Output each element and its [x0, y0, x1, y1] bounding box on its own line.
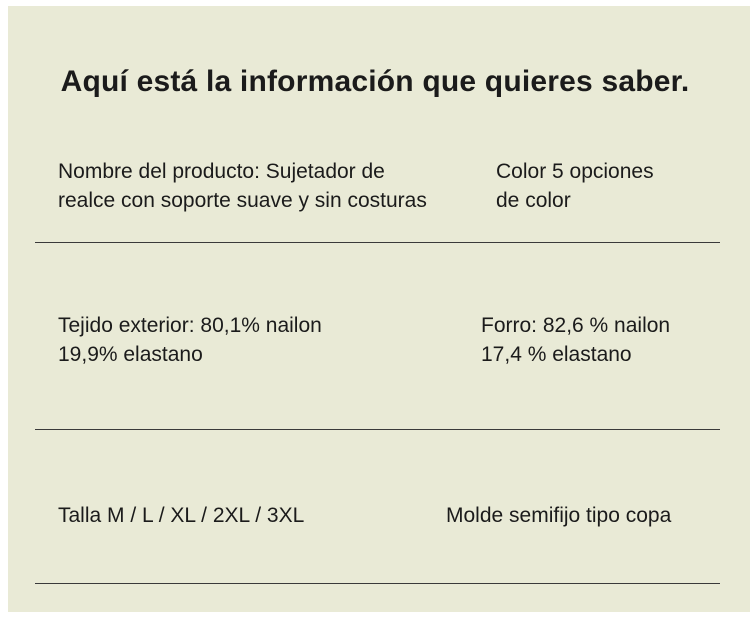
- sizes-text: Talla M / L / XL / 2XL / 3XL: [58, 501, 304, 530]
- outer-fabric-text: Tejido exterior: 80,1% nailon 19,9% elas…: [58, 311, 322, 369]
- outer-fabric-line-1: Tejido exterior: 80,1% nailon: [58, 314, 322, 337]
- cup-mold-line-1: Molde semifijo tipo copa: [446, 504, 672, 527]
- product-name-line-2: realce con soporte suave y sin costuras: [58, 189, 427, 212]
- page-title: Aquí está la información que quieres sab…: [60, 65, 690, 98]
- sizes-line-1: Talla M / L / XL / 2XL / 3XL: [58, 504, 305, 527]
- lining-line-1: Forro: 82,6 % nailon: [481, 314, 671, 337]
- lining-text: Forro: 82,6 % nailon 17,4 % elastano: [481, 311, 670, 369]
- lining-line-2: 17,4 % elastano: [481, 343, 632, 366]
- product-name-line-1: Nombre del producto: Sujetador de: [58, 160, 385, 183]
- divider: [35, 242, 720, 243]
- divider: [35, 429, 720, 430]
- color-options-line-1: Color 5 opciones: [496, 160, 654, 183]
- color-options-text: Color 5 opciones de color: [496, 157, 654, 215]
- outer-fabric-line-2: 19,9% elastano: [58, 343, 203, 366]
- cup-mold-text: Molde semifijo tipo copa: [446, 501, 671, 530]
- info-panel: [8, 6, 750, 612]
- color-options-line-2: de color: [496, 189, 571, 212]
- divider: [35, 583, 720, 584]
- product-name-text: Nombre del producto: Sujetador de realce…: [58, 157, 427, 215]
